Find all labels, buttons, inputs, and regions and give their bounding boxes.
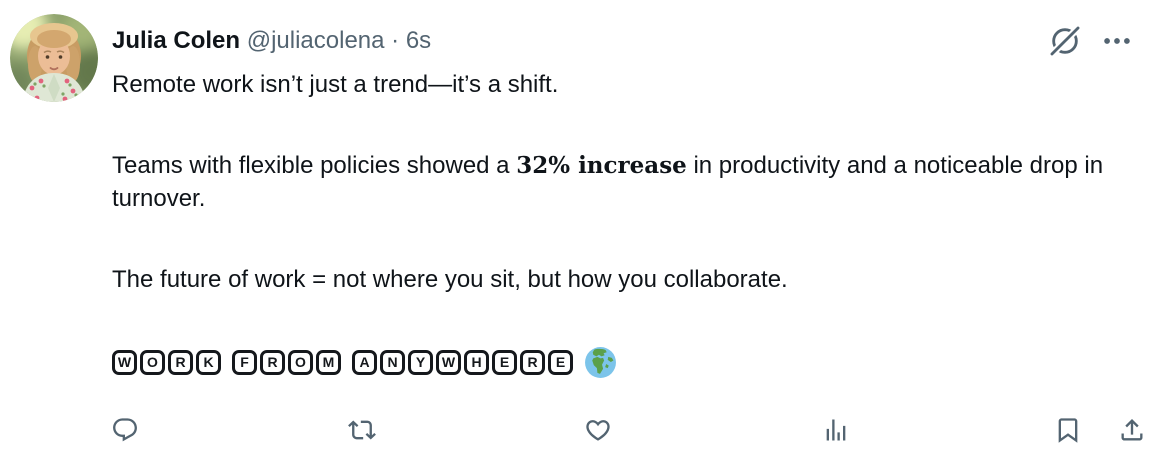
avatar[interactable] bbox=[10, 14, 98, 102]
squared-letter: N bbox=[380, 349, 405, 375]
reply-button[interactable] bbox=[107, 412, 143, 448]
tweet-text: Remote work isn’t just a trend—it’s a sh… bbox=[112, 68, 1156, 380]
like-icon bbox=[586, 420, 610, 441]
views-icon bbox=[826, 419, 846, 441]
squared-letter: A bbox=[352, 349, 377, 375]
squared-letter: M bbox=[316, 349, 341, 375]
squared-letter: O bbox=[140, 349, 165, 375]
bold-serif-stat: 32% increase bbox=[516, 152, 687, 179]
squared-letter: R bbox=[168, 349, 193, 375]
squared-letter: K bbox=[196, 349, 221, 375]
timestamp: 6s bbox=[405, 27, 432, 54]
meta-separator: · bbox=[391, 27, 400, 54]
avatar-photo bbox=[10, 14, 98, 102]
tweet-content: Julia Colen @juliacolena · 6s Remote wor… bbox=[112, 26, 1156, 380]
display-name[interactable]: Julia Colen bbox=[112, 27, 241, 54]
share-icon bbox=[1121, 419, 1143, 441]
tweet-controls bbox=[1046, 22, 1136, 60]
squared-letter: E bbox=[492, 349, 517, 375]
squared-letter: Y bbox=[408, 349, 433, 375]
tweet-paragraph-1: Remote work isn’t just a trend—it’s a sh… bbox=[112, 71, 559, 98]
like-button[interactable] bbox=[580, 412, 616, 448]
repost-icon bbox=[348, 420, 376, 440]
tweet-header: Julia Colen @juliacolena · 6s bbox=[112, 26, 1156, 56]
bookmark-button[interactable] bbox=[1050, 412, 1086, 448]
share-button[interactable] bbox=[1114, 412, 1150, 448]
user-handle[interactable]: @juliacolena bbox=[246, 27, 385, 54]
tweet-paragraph-2: Teams with flexible policies showed a 32… bbox=[112, 152, 1104, 212]
grok-icon bbox=[1049, 25, 1081, 57]
more-options-button[interactable] bbox=[1098, 22, 1136, 60]
globe-emoji bbox=[584, 346, 617, 379]
tweet-paragraph-3: The future of work = not where you sit, … bbox=[112, 266, 788, 293]
squared-letter: R bbox=[260, 349, 285, 375]
squared-letter: H bbox=[464, 349, 489, 375]
squared-letter: R bbox=[520, 349, 545, 375]
squared-letter: O bbox=[288, 349, 313, 375]
reply-icon bbox=[113, 418, 137, 442]
squared-letter: W bbox=[112, 349, 137, 375]
repost-button[interactable] bbox=[344, 412, 380, 448]
squared-letter: E bbox=[548, 349, 573, 375]
squared-letter: F bbox=[232, 349, 257, 375]
grok-actions-button[interactable] bbox=[1046, 22, 1084, 60]
bookmark-icon bbox=[1058, 418, 1078, 443]
ellipsis-icon bbox=[1104, 38, 1130, 44]
squared-letter: W bbox=[436, 349, 461, 375]
views-button[interactable] bbox=[818, 412, 854, 448]
